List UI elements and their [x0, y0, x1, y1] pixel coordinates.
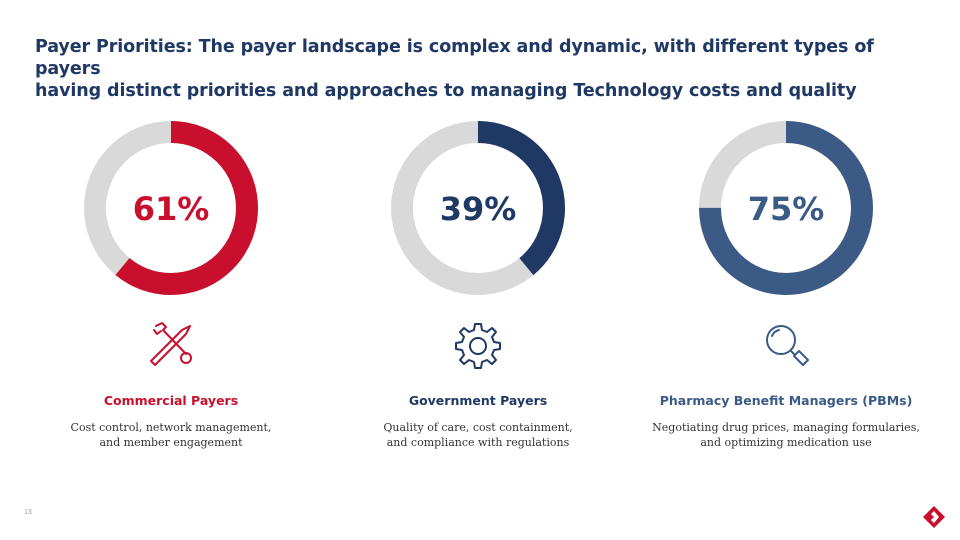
government-payers-label: Government Payers: [408, 393, 548, 408]
government-payers-panel: 39% Government Payers Quality of care, c…: [328, 120, 628, 460]
pbm-donut-chart: 75%: [699, 121, 873, 295]
commercial-donut-chart: 61%: [84, 121, 258, 295]
donut-value-arc: [699, 121, 873, 295]
government-donut-chart: 39%: [391, 121, 565, 295]
commercial-payers-label: Commercial Payers: [103, 393, 239, 408]
magnifier-icon: [766, 325, 809, 366]
pbm-panel: 75% Pharmacy Benefit Managers (PBMs) Neg…: [636, 120, 936, 460]
description-line-1: Cost control, network management,: [70, 421, 272, 434]
donut-percent-label: 75%: [748, 190, 825, 228]
description-line-2: and optimizing medication use: [700, 436, 872, 449]
commercial-payers-description: Cost control, network management, and me…: [21, 420, 321, 450]
slide-title-line-1: Payer Priorities: The payer landscape is…: [35, 37, 874, 79]
description-line-2: and compliance with regulations: [386, 436, 570, 449]
donut-value-arc: [84, 121, 258, 295]
commercial-payers-panel: 61% Commercial Payers Cost control, netw…: [21, 120, 321, 460]
description-line-2: and member engagement: [99, 436, 243, 449]
pbm-label: Pharmacy Benefit Managers (PBMs): [659, 393, 913, 408]
description-line-1: Negotiating drug prices, managing formul…: [652, 421, 920, 434]
donut-value-arc: [391, 121, 565, 295]
government-payers-description: Quality of care, cost containment, and c…: [328, 420, 628, 450]
page-number: 13: [24, 509, 32, 516]
donut-percent-label: 39%: [440, 190, 517, 228]
slide-title-line-2: having distinct priorities and approache…: [35, 81, 857, 101]
gear-icon: [455, 323, 501, 369]
description-line-1: Quality of care, cost containment,: [383, 421, 573, 434]
tools-icon: [150, 322, 192, 366]
slide-title: Payer Priorities: The payer landscape is…: [35, 36, 935, 102]
donut-percent-label: 61%: [133, 190, 210, 228]
pbm-description: Negotiating drug prices, managing formul…: [636, 420, 936, 450]
company-logo-icon: [923, 506, 945, 528]
